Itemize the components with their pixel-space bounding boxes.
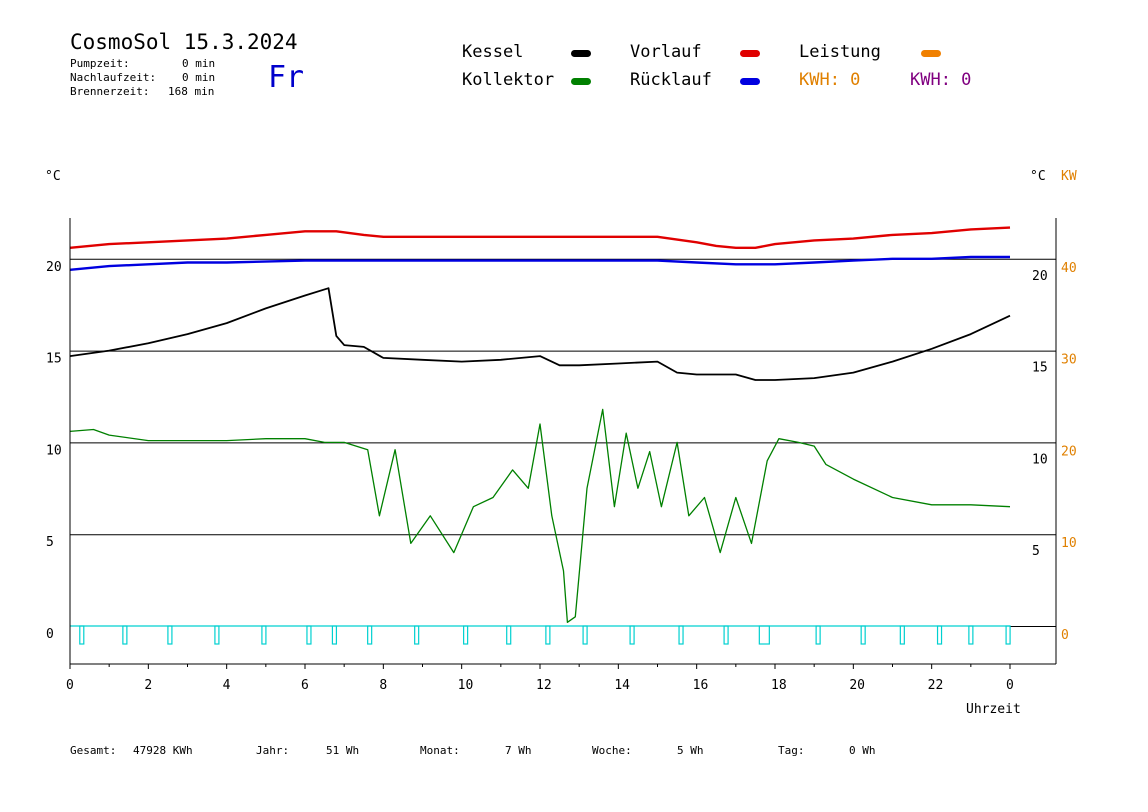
page-title: CosmoSol 15.3.2024	[70, 30, 298, 54]
footer-tag-value: 0 Wh	[849, 744, 876, 757]
y-tick-kw-0: 0	[1061, 628, 1069, 643]
footer-tag-label: Tag:	[778, 744, 805, 757]
y-tick-right-5: 5	[1032, 544, 1040, 559]
footer-gesamt-value: 47928 KWh	[133, 744, 193, 757]
x-axis-label: Uhrzeit	[966, 702, 1021, 717]
legend-leistung-swatch	[921, 50, 941, 57]
legend-kollektor-label: Kollektor	[462, 70, 555, 90]
x-tick-label-3: 6	[301, 678, 309, 693]
brennerzeit-label: Brennerzeit:	[70, 85, 150, 98]
pump-pulse-0	[79, 625, 85, 645]
x-tick-label-5: 10	[458, 678, 474, 693]
y-tick-right-10: 10	[1032, 452, 1048, 467]
footer-monat-label: Monat:	[420, 744, 460, 757]
y-tick-kw-20: 20	[1061, 444, 1077, 459]
pump-pulse-2	[167, 625, 173, 645]
pump-pulse-10	[506, 625, 512, 645]
legend-kessel-swatch	[571, 50, 591, 57]
pump-pulse-4	[261, 625, 267, 645]
y-tick-kw-40: 40	[1061, 261, 1077, 276]
y-tick-kw-10: 10	[1061, 536, 1077, 551]
pump-pulse-19	[899, 625, 905, 645]
pump-pulse-16	[758, 625, 770, 645]
series-kollektor	[69, 408, 1011, 623]
x-tick-label-2: 4	[223, 678, 231, 693]
pump-pulse-17	[815, 625, 821, 645]
y-tick-kw-30: 30	[1061, 353, 1077, 368]
y-tick-left-10: 10	[46, 443, 62, 458]
brennerzeit-value: 168 min	[168, 85, 215, 98]
x-tick-label-11: 22	[928, 678, 944, 693]
pump-pulse-3	[214, 625, 220, 645]
y-tick-right-15: 15	[1032, 361, 1048, 376]
pump-pulse-22	[1005, 625, 1011, 645]
x-tick-label-1: 2	[144, 678, 152, 693]
nachlaufzeit-value: 0 min	[182, 71, 216, 84]
legend-vorlauf-label: Vorlauf	[630, 42, 702, 62]
footer-jahr-label: Jahr:	[256, 744, 290, 757]
x-tick-label-7: 14	[614, 678, 630, 693]
pump-pulse-13	[629, 625, 635, 645]
legend-leistung-label: Leistung	[799, 42, 881, 62]
pump-pulse-6	[331, 625, 338, 645]
pump-pulse-8	[414, 625, 420, 645]
right-unit-kw-label: KW	[1061, 169, 1077, 184]
pump-pulse-1	[122, 625, 128, 645]
x-tick-label-10: 20	[849, 678, 865, 693]
pump-pulse-7	[367, 625, 373, 645]
weekday-label: Fr	[268, 60, 305, 95]
y-tick-left-20: 20	[46, 260, 62, 275]
footer-woche-value: 5 Wh	[677, 744, 704, 757]
footer-jahr-value: 51 Wh	[326, 744, 360, 757]
left-unit-label: °C	[45, 169, 61, 184]
footer-monat-value: 7 Wh	[505, 744, 532, 757]
kwh-orange-label: KWH: 0	[799, 70, 861, 90]
pump-pulse-20	[936, 625, 943, 645]
series-kessel	[69, 287, 1011, 381]
pumpzeit-label: Pumpzeit:	[70, 57, 130, 70]
x-tick-label-0: 0	[66, 678, 74, 693]
y-tick-left-15: 15	[46, 352, 62, 367]
pumpzeit-value: 0 min	[182, 57, 216, 70]
legend-kessel-label: Kessel	[462, 42, 524, 62]
series-ruecklauf	[69, 255, 1010, 271]
legend-ruecklauf-label: Rücklauf	[630, 70, 712, 90]
x-tick-label-8: 16	[693, 678, 709, 693]
kwh-purple-label: KWH: 0	[910, 70, 972, 90]
pump-pulse-12	[582, 625, 588, 645]
x-tick-label-9: 18	[771, 678, 787, 693]
footer-woche-label: Woche:	[592, 744, 632, 757]
right-unit-label: °C	[1030, 169, 1046, 184]
series-pumpe	[70, 625, 1011, 645]
legend-vorlauf-swatch	[740, 50, 760, 57]
legend-ruecklauf-swatch	[740, 78, 760, 85]
pump-pulse-15	[723, 625, 729, 645]
y-tick-left-5: 5	[46, 535, 54, 550]
pump-pulse-11	[545, 625, 551, 645]
x-tick-label-6: 12	[536, 678, 552, 693]
pump-pulse-5	[306, 625, 312, 645]
y-tick-right-20: 20	[1032, 269, 1048, 284]
nachlaufzeit-label: Nachlaufzeit:	[70, 71, 157, 84]
pump-pulse-18	[860, 625, 866, 645]
series-vorlauf	[69, 226, 1011, 250]
pump-pulse-9	[463, 625, 469, 645]
pump-pulse-21	[968, 625, 974, 645]
x-tick-label-4: 8	[379, 678, 387, 693]
legend-kollektor-swatch	[571, 78, 591, 85]
pump-pulse-14	[678, 625, 684, 645]
x-tick-label-12: 0	[1006, 678, 1014, 693]
footer-gesamt-label: Gesamt:	[70, 744, 117, 757]
y-tick-left-0: 0	[46, 627, 54, 642]
